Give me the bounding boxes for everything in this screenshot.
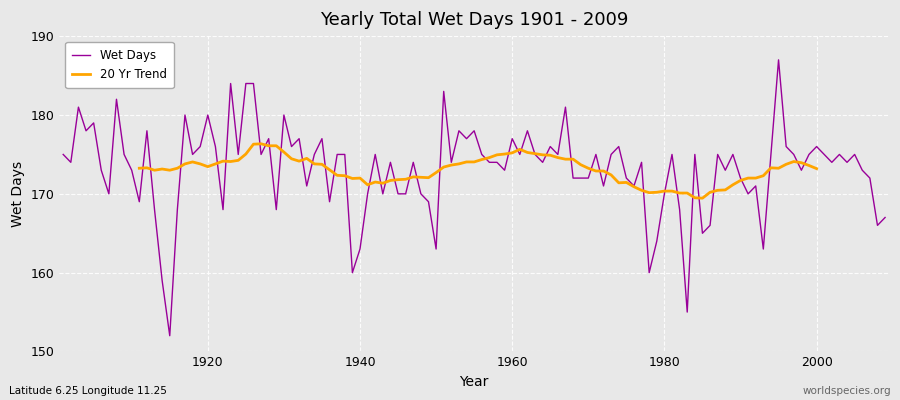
Wet Days (515, 152, 526, 157)
20 Yr Trend (811, 166, 822, 171)
20 Yr Trend (727, 182, 738, 187)
20 Yr Trend (256, 142, 266, 146)
20 Yr Trend (712, 188, 723, 193)
Legend: Wet Days, 20 Yr Trend: Wet Days, 20 Yr Trend (66, 42, 174, 88)
20 Yr Trend (613, 180, 624, 185)
Text: worldspecies.org: worldspecies.org (803, 386, 891, 396)
Wet Days (773, 58, 784, 62)
Text: Latitude 6.25 Longitude 11.25: Latitude 6.25 Longitude 11.25 (9, 386, 166, 396)
Wet Days (606, 152, 616, 157)
20 Yr Trend (347, 176, 358, 181)
Wet Days (119, 152, 130, 157)
Line: 20 Yr Trend: 20 Yr Trend (140, 144, 816, 198)
20 Yr Trend (134, 166, 145, 171)
Wet Days (293, 136, 304, 141)
20 Yr Trend (697, 196, 707, 200)
Wet Days (879, 215, 890, 220)
Wet Days (58, 152, 68, 157)
Y-axis label: Wet Days: Wet Days (11, 161, 25, 227)
Wet Days (507, 136, 517, 141)
20 Yr Trend (796, 160, 806, 165)
Wet Days (165, 333, 176, 338)
Line: Wet Days: Wet Days (63, 60, 885, 336)
Wet Days (339, 152, 350, 157)
Title: Yearly Total Wet Days 1901 - 2009: Yearly Total Wet Days 1901 - 2009 (320, 11, 628, 29)
20 Yr Trend (225, 159, 236, 164)
X-axis label: Year: Year (460, 375, 489, 389)
